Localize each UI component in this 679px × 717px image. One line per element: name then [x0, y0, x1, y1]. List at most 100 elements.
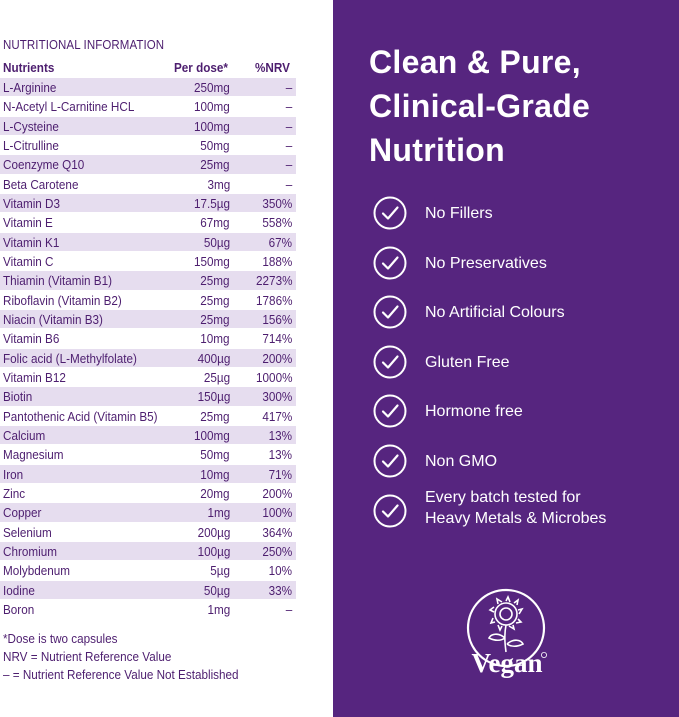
nutrient-row: Zinc 20mg 200% [0, 483, 296, 504]
nutrient-row: Iron 10mg 71% [0, 464, 296, 484]
nutrient-row: Chromium 100µg 250% [0, 541, 296, 562]
nutrient-name: Boron [3, 601, 35, 617]
nutrient-dose: 25µg [203, 369, 230, 385]
nutrient-dose: 25mg [200, 292, 230, 308]
check-circle-icon [373, 295, 407, 329]
nutrient-row: Magnesium 50mg 13% [0, 445, 296, 465]
nutrient-dose: 100µg [197, 543, 230, 559]
nutrient-nrv: 558% [262, 215, 292, 231]
nutrition-title: NUTRITIONAL INFORMATION [3, 38, 165, 52]
nutrient-row: Calcium 100mg 13% [0, 425, 296, 446]
nutrient-dose: 67mg [200, 215, 230, 231]
nutrient-name: Vitamin B6 [3, 331, 60, 347]
nutrient-name: Vitamin E [3, 215, 53, 231]
nutrient-nrv: 364% [262, 524, 292, 540]
nutrient-dose: 100mg [194, 427, 230, 443]
nutrient-nrv: 100% [262, 505, 292, 521]
footnote-dose: *Dose is two capsules [3, 631, 118, 646]
nutrient-dose: 17.5µg [193, 195, 230, 211]
nutrient-row: Copper 1mg 100% [0, 503, 296, 523]
nutrient-nrv: 10% [268, 563, 292, 579]
nutrient-nrv: 2273% [255, 273, 292, 289]
feature-text-line: No Preservatives [425, 255, 547, 272]
nutrient-row: Biotin 150µg 300% [0, 387, 296, 407]
check-circle-icon [373, 246, 407, 280]
nutrient-row: Coenzyme Q10 25mg – [0, 155, 296, 175]
nutrient-name: Iodine [3, 582, 35, 598]
check-circle-icon [373, 345, 407, 379]
nutrient-name: Vitamin D3 [3, 195, 61, 211]
nutrient-row: Beta Carotene 3mg – [0, 174, 296, 194]
nutrient-name: N-Acetyl L-Carnitine HCL [3, 99, 135, 115]
nutrient-name: L-Arginine [3, 80, 57, 95]
nutrient-dose: 25mg [200, 273, 230, 289]
nutrient-row: Riboflavin (Vitamin B2) 25mg 1786% [0, 290, 296, 310]
header-per-dose: Per dose* [174, 60, 228, 75]
nutrient-row: Folic acid (L-Methylfolate) 400µg 200% [0, 348, 296, 368]
nutrient-nrv: – [285, 176, 292, 192]
check-circle-icon [373, 196, 407, 230]
nutrient-name: L-Cysteine [3, 118, 59, 134]
nutrient-name: Riboflavin (Vitamin B2) [3, 292, 122, 308]
nutrient-nrv: 200% [262, 350, 292, 366]
nutrient-dose: 25mg [200, 408, 230, 424]
nutrient-dose: 20mg [200, 485, 230, 501]
nutrient-row: Vitamin K1 50µg 67% [0, 232, 296, 252]
nutrient-dose: 1mg [207, 505, 230, 521]
nutrient-row: L-Cysteine 100mg – [0, 116, 296, 136]
nutrient-nrv: 350% [262, 195, 292, 211]
nutrient-dose: 250mg [194, 80, 230, 95]
nutrient-dose: 5µg [210, 563, 230, 579]
feature-text: Gluten Free [425, 352, 509, 373]
nutrient-name: Niacin (Vitamin B3) [3, 311, 103, 327]
headline-line-1: Clean & Pure, [369, 44, 581, 80]
headline: Clean & Pure, Clinical-Grade Nutrition [369, 40, 590, 172]
nutrient-row: Boron 1mg – [0, 599, 296, 620]
feature-text: Hormone free [425, 401, 523, 422]
nutrient-nrv: 67% [268, 234, 292, 250]
nutrient-dose: 10mg [200, 331, 230, 347]
nutrient-row: Vitamin D3 17.5µg 350% [0, 193, 296, 214]
feature-text: Every batch tested for Heavy Metals & Mic… [425, 487, 606, 529]
nutrient-row: Thiamin (Vitamin B1) 25mg 2273% [0, 271, 296, 291]
nutrient-nrv: 250% [262, 543, 292, 559]
sunflower-icon [487, 595, 525, 653]
feature-text: No Fillers [425, 203, 493, 224]
feature-text-line: Gluten Free [425, 354, 510, 371]
nutrient-nrv: 188% [262, 253, 292, 269]
nutrition-panel: NUTRITIONAL INFORMATION Nutrients Per do… [0, 0, 333, 717]
nutrient-name: Coenzyme Q10 [3, 157, 85, 173]
nutrient-nrv: 33% [268, 582, 292, 598]
headline-line-3: Nutrition [369, 132, 505, 168]
nutrition-table-body: L-Arginine 250mg – N-Acetyl L-Carnitine HCL… [0, 78, 296, 620]
nutrient-dose: 100mg [194, 99, 230, 115]
nutrient-name: Calcium [3, 427, 46, 443]
nutrient-row: L-Citrulline 50mg – [0, 135, 296, 156]
promo-panel: Clean & Pure, Clinical-Grade Nutrition N… [333, 0, 679, 717]
nutrient-name: Vitamin K1 [3, 234, 60, 250]
nutrient-name: Folic acid (L-Methylfolate) [3, 350, 137, 366]
check-circle-icon [373, 394, 407, 428]
nutrient-row: Vitamin C 150mg 188% [0, 251, 296, 272]
nutrient-nrv: 300% [262, 389, 292, 405]
feature-text-line: No Fillers [425, 205, 493, 222]
nutrient-dose: 25mg [200, 157, 230, 173]
nutrient-name: Biotin [3, 389, 33, 405]
nutrient-dose: 50µg [203, 234, 230, 250]
feature-text: No Artificial Colours [425, 302, 565, 323]
nutrient-name: Zinc [3, 485, 26, 501]
check-circle-icon [373, 444, 407, 478]
footnote-nrv: NRV = Nutrient Reference Value [3, 649, 172, 664]
feature-text-line: Heavy Metals & Microbes [425, 510, 607, 527]
nutrient-nrv: 71% [268, 466, 292, 482]
nutrient-nrv: – [285, 99, 292, 115]
nutrient-row: Vitamin B12 25µg 1000% [0, 367, 296, 388]
nutrient-row: Iodine 50µg 33% [0, 580, 296, 600]
nutrient-nrv: – [285, 118, 292, 134]
header-nrv: %NRV [255, 60, 290, 75]
nutrient-name: Chromium [3, 543, 57, 559]
nutrient-dose: 10mg [200, 466, 230, 482]
nutrient-name: Selenium [3, 524, 52, 540]
check-circle-icon [373, 494, 407, 528]
nutrient-dose: 150µg [197, 389, 230, 405]
